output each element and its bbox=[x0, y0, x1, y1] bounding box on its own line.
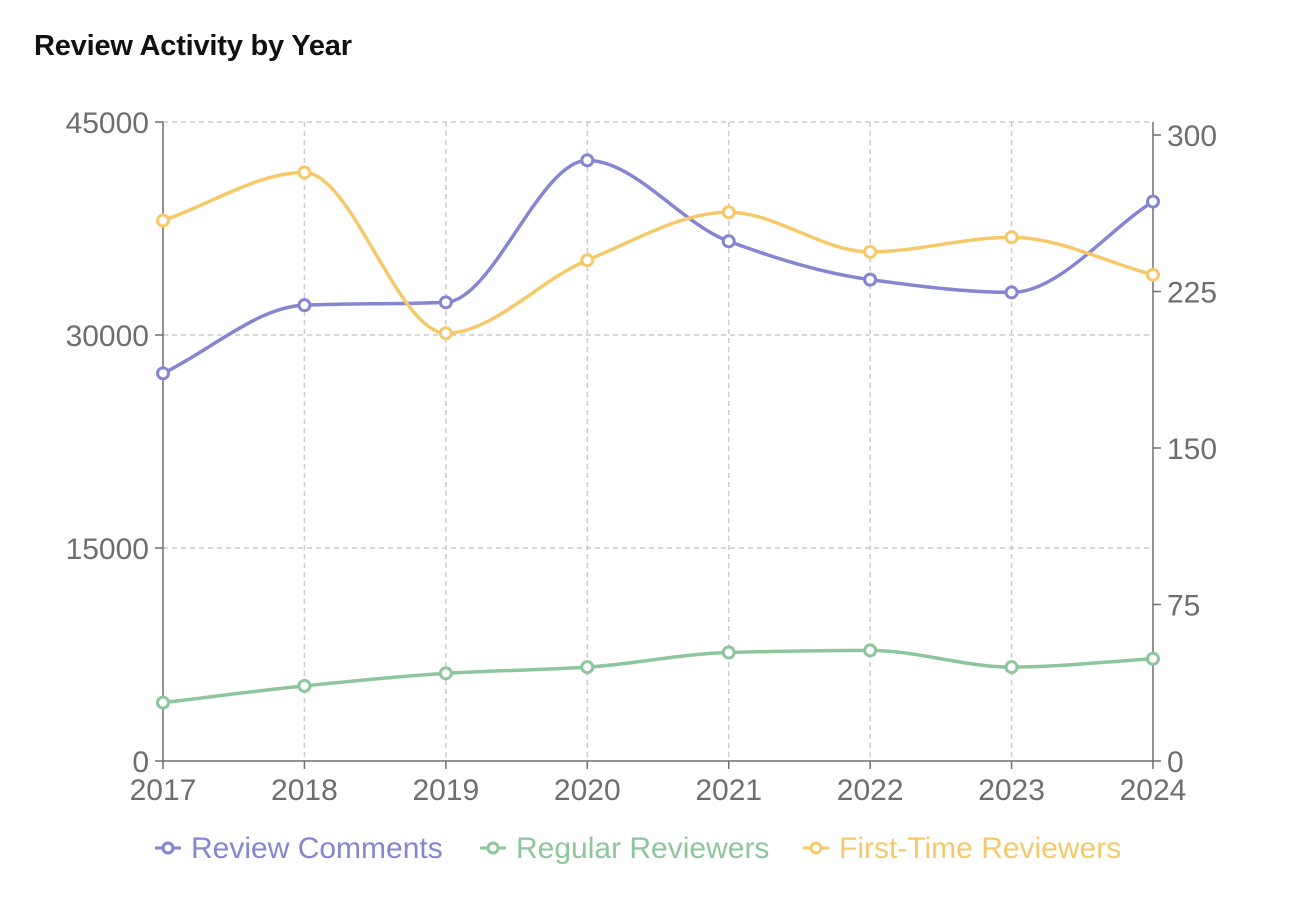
data-point[interactable] bbox=[438, 295, 453, 310]
x-tick-label: 2019 bbox=[412, 774, 479, 807]
legend-item-regular-reviewers[interactable]: Regular Reviewers bbox=[480, 832, 769, 865]
x-tick-label: 2020 bbox=[554, 774, 621, 807]
y-left-tick-label: 15000 bbox=[66, 533, 149, 566]
y-left-tick-label: 30000 bbox=[66, 320, 149, 353]
data-point[interactable] bbox=[297, 165, 312, 180]
series-line-first-time-reviewers bbox=[162, 170, 1154, 335]
data-point[interactable] bbox=[580, 660, 595, 675]
data-point[interactable] bbox=[1146, 267, 1160, 282]
x-tick-label: 2018 bbox=[271, 774, 338, 807]
legend-marker-icon bbox=[161, 841, 175, 855]
data-point[interactable] bbox=[1004, 660, 1019, 675]
data-point[interactable] bbox=[1146, 194, 1160, 209]
y-right-tick-label: 225 bbox=[1167, 277, 1217, 310]
legend-label: Regular Reviewers bbox=[516, 832, 769, 865]
data-point[interactable] bbox=[1146, 651, 1160, 666]
y-right-tick-label: 0 bbox=[1167, 746, 1184, 779]
data-point[interactable] bbox=[580, 253, 595, 268]
chart-title: Review Activity by Year bbox=[34, 30, 352, 62]
legend-item-review-comments[interactable]: Review Comments bbox=[155, 832, 443, 865]
data-point[interactable] bbox=[863, 244, 878, 259]
series-layer bbox=[156, 153, 1160, 710]
series-review-comments bbox=[156, 153, 1160, 381]
data-point[interactable] bbox=[156, 366, 170, 381]
x-tick-label: 2024 bbox=[1120, 774, 1187, 807]
y-right-tick-label: 75 bbox=[1167, 590, 1200, 623]
legend: Review Comments Regular Reviewers First-Ti… bbox=[155, 832, 1121, 865]
data-point[interactable] bbox=[297, 298, 312, 313]
data-point[interactable] bbox=[721, 234, 736, 249]
series-line-review-comments bbox=[162, 158, 1154, 375]
data-point[interactable] bbox=[580, 153, 595, 168]
data-point[interactable] bbox=[297, 678, 312, 693]
data-point[interactable] bbox=[1004, 285, 1019, 300]
series-regular-reviewers bbox=[156, 643, 1160, 710]
data-point[interactable] bbox=[1004, 230, 1019, 245]
legend-marker-icon bbox=[486, 841, 500, 855]
data-point[interactable] bbox=[156, 695, 170, 710]
y-right-tick-label: 150 bbox=[1167, 433, 1217, 466]
x-tick-label: 2023 bbox=[978, 774, 1045, 807]
y-right-tick-label: 300 bbox=[1167, 120, 1217, 153]
x-tick-label: 2021 bbox=[695, 774, 762, 807]
data-point[interactable] bbox=[438, 666, 453, 681]
grid-lines bbox=[163, 121, 1153, 761]
series-first-time-reviewers bbox=[156, 165, 1160, 341]
x-tick-label: 2022 bbox=[837, 774, 904, 807]
data-point[interactable] bbox=[721, 205, 736, 220]
legend-label: First-Time Reviewers bbox=[839, 832, 1121, 865]
x-tick-label: 2017 bbox=[130, 774, 197, 807]
data-point[interactable] bbox=[863, 272, 878, 287]
legend-item-first-time-reviewers[interactable]: First-Time Reviewers bbox=[803, 832, 1121, 865]
axes: 0 15000 30000 45000 0 75 150 225 300 2017 2018 2019… bbox=[66, 107, 1218, 807]
data-point[interactable] bbox=[156, 213, 170, 228]
data-point[interactable] bbox=[863, 643, 878, 658]
data-point[interactable] bbox=[721, 645, 736, 660]
legend-marker-icon bbox=[809, 841, 823, 855]
data-point[interactable] bbox=[438, 326, 453, 341]
legend-label: Review Comments bbox=[191, 832, 443, 865]
y-left-tick-label: 45000 bbox=[66, 107, 149, 140]
series-line-regular-reviewers bbox=[162, 648, 1154, 705]
y-left-tick-label: 0 bbox=[132, 746, 149, 779]
